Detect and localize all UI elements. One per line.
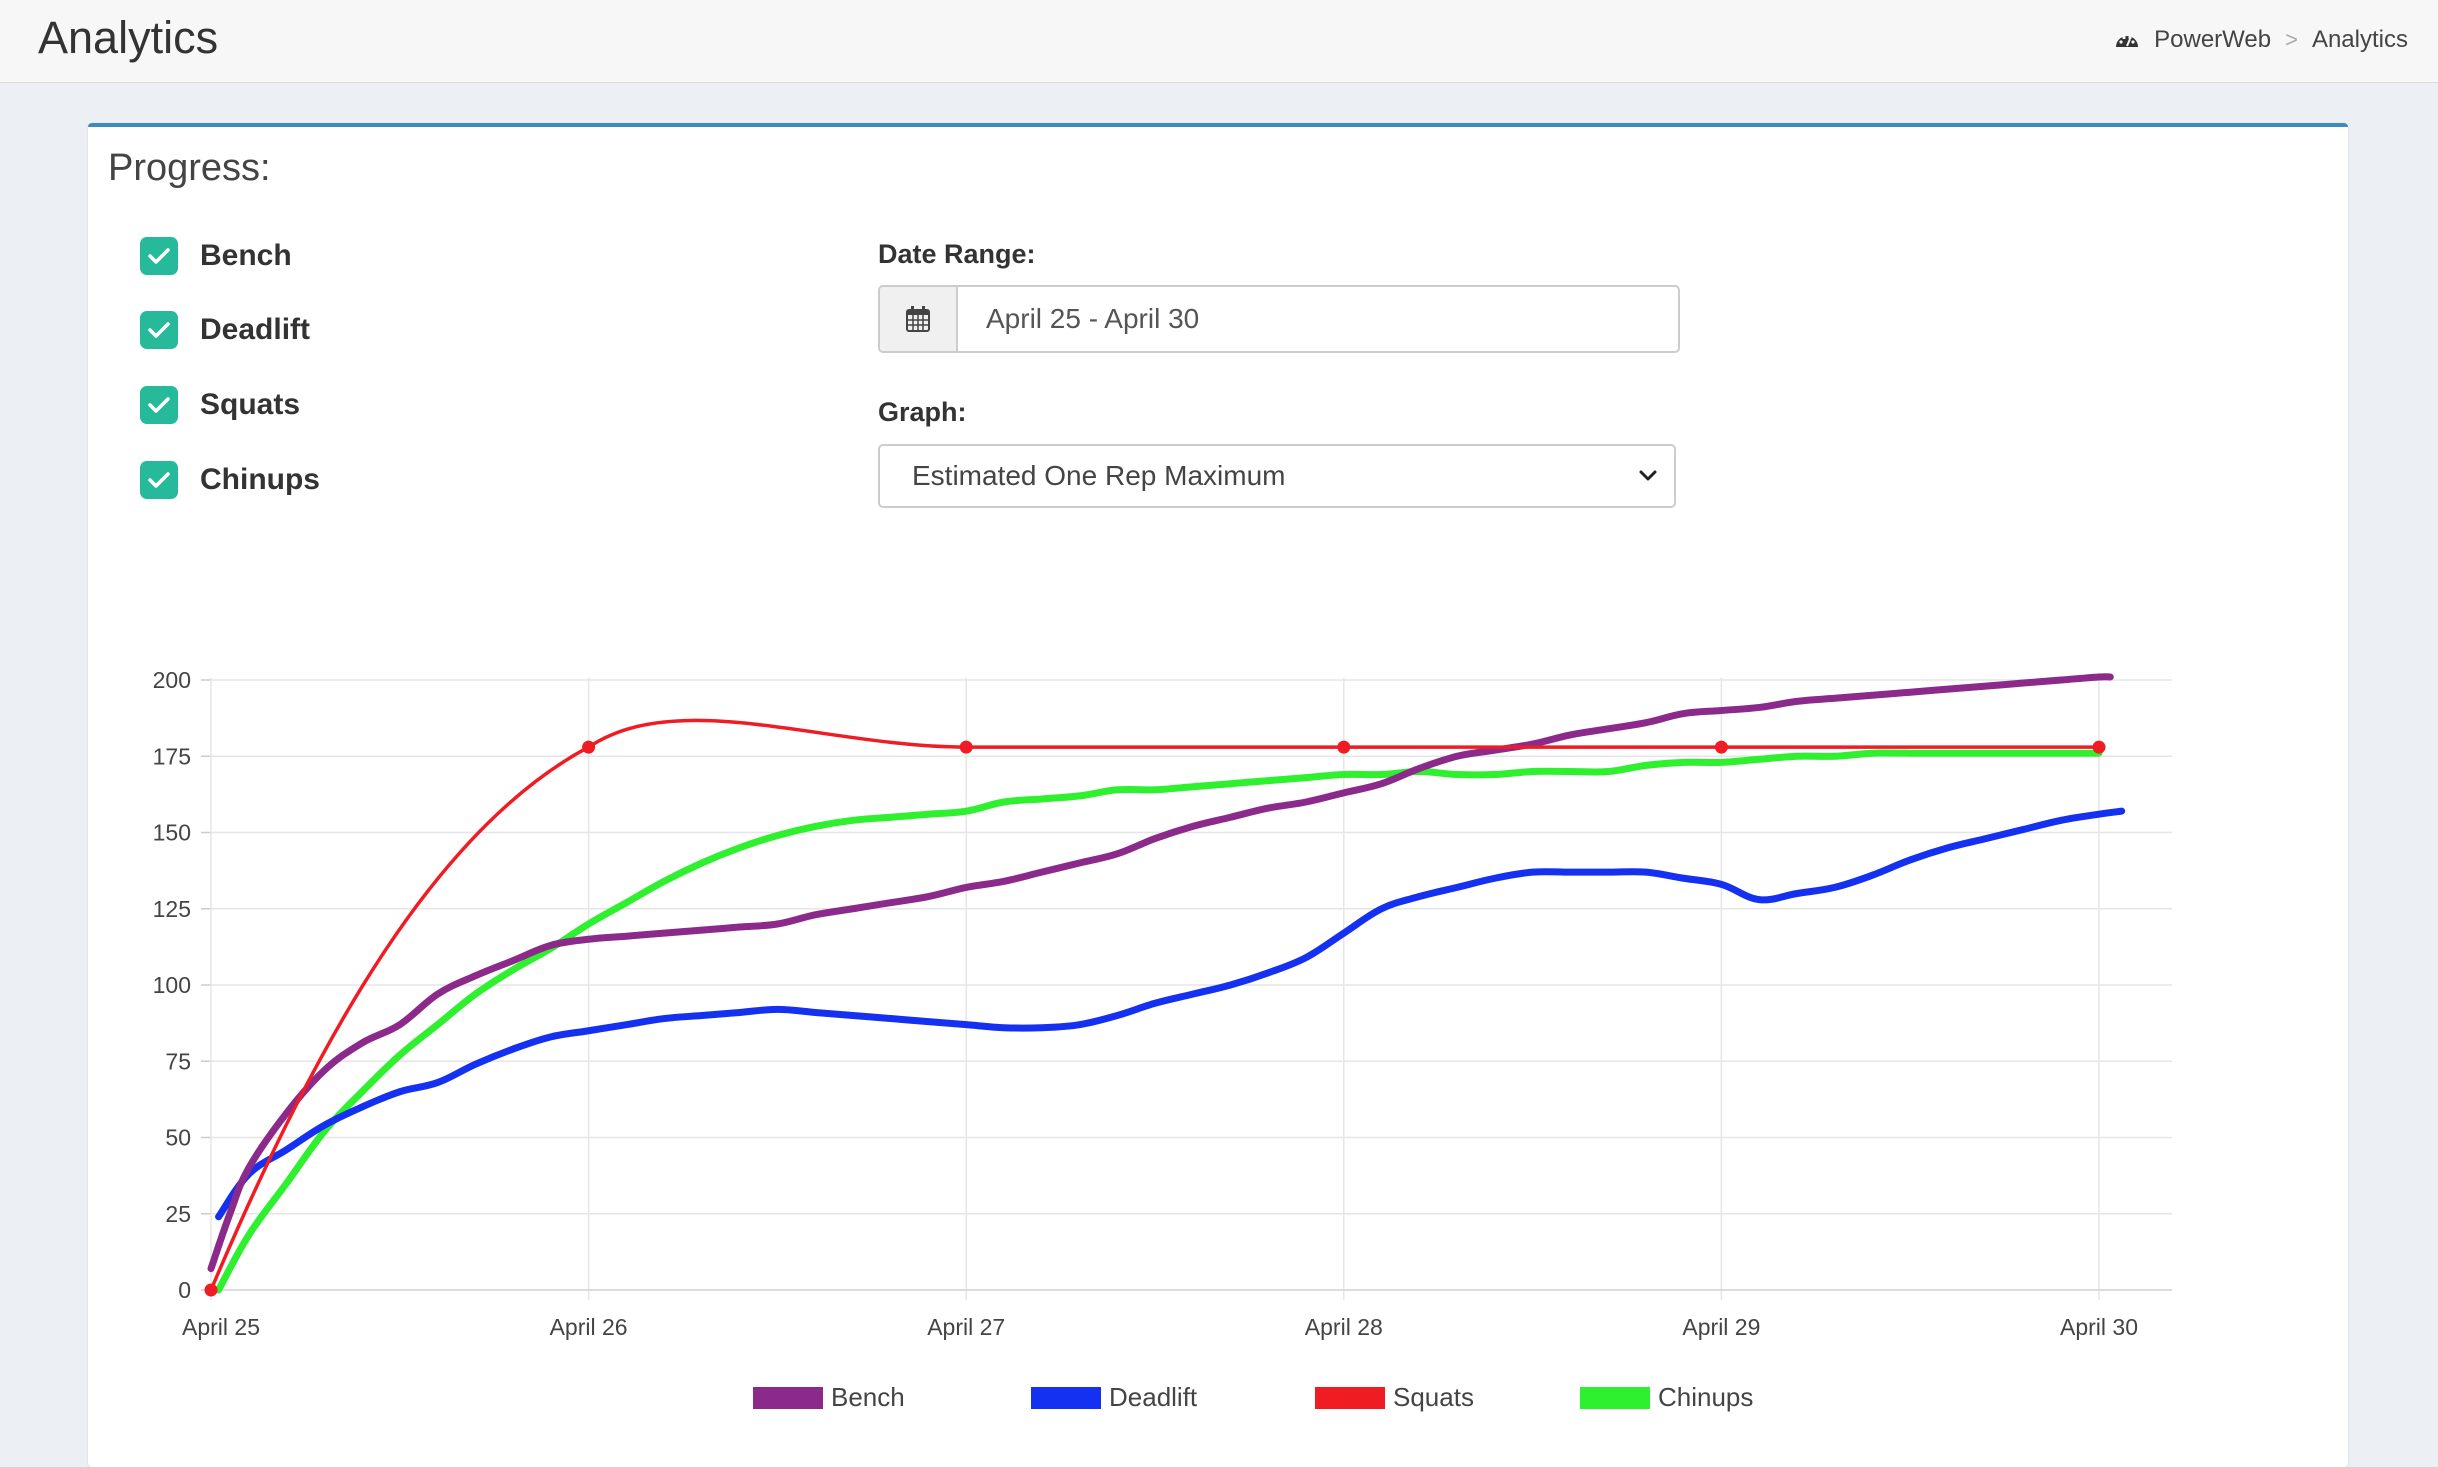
x-tick-label: April 26 <box>550 1314 628 1340</box>
checkbox-row-bench[interactable]: Bench <box>140 237 292 275</box>
breadcrumb-current: Analytics <box>2311 26 2408 53</box>
squats-data-point <box>2092 740 2106 754</box>
y-tick-label: 50 <box>165 1125 191 1151</box>
card-title: Progress: <box>108 147 271 189</box>
chinups-legend-swatch <box>1580 1387 1650 1409</box>
check-icon <box>148 248 170 264</box>
x-tick-label: April 27 <box>927 1314 1005 1340</box>
chinups-legend-label: Chinups <box>1658 1382 1753 1412</box>
checkbox-row-deadlift[interactable]: Deadlift <box>140 311 310 349</box>
squats-label: Squats <box>200 388 301 421</box>
y-tick-label: 100 <box>153 972 191 998</box>
checkbox-row-chinups[interactable]: Chinups <box>140 461 320 499</box>
squats-legend-swatch <box>1315 1387 1385 1409</box>
progress-card: Progress: Bench Deadlift Squats Chinups … <box>88 123 2348 1467</box>
check-icon <box>148 397 170 413</box>
bench-series-line <box>207 673 2114 1273</box>
deadlift-legend-swatch <box>1031 1387 1101 1409</box>
breadcrumb-home-link[interactable]: PowerWeb <box>2114 26 2271 54</box>
chinups-label: Chinups <box>200 463 320 496</box>
graph-select-value: Estimated One Rep Maximum <box>912 460 1286 491</box>
y-tick-label: 200 <box>153 667 191 693</box>
date-range-input[interactable] <box>958 287 1678 351</box>
page-title: Analytics <box>38 12 219 63</box>
graph-select[interactable]: Estimated One Rep Maximum <box>878 444 1676 508</box>
squats-data-point <box>204 1283 218 1297</box>
x-tick-label: April 28 <box>1305 1314 1383 1340</box>
date-range-picker[interactable] <box>878 285 1680 353</box>
squats-data-point <box>959 740 973 754</box>
x-tick-label: April 29 <box>1682 1314 1760 1340</box>
deadlift-label: Deadlift <box>200 313 311 346</box>
check-icon <box>148 472 170 488</box>
bench-checkbox[interactable] <box>140 237 178 275</box>
calendar-icon <box>906 306 930 332</box>
breadcrumb: PowerWeb > Analytics <box>2114 26 2408 54</box>
squats-data-point <box>1714 740 1728 754</box>
y-tick-label: 175 <box>153 743 191 769</box>
breadcrumb-home-label: PowerWeb <box>2154 26 2272 53</box>
squats-data-point <box>582 740 596 754</box>
bench-legend-swatch <box>753 1387 823 1409</box>
chinups-series-line <box>215 749 2103 1294</box>
squats-legend-label: Squats <box>1393 1382 1474 1412</box>
date-range-label: Date Range: <box>878 239 1036 269</box>
checkbox-row-squats[interactable]: Squats <box>140 386 300 424</box>
check-icon <box>148 322 170 338</box>
bench-label: Bench <box>200 239 292 272</box>
x-tick-label: April 25 <box>182 1314 260 1340</box>
breadcrumb-separator: > <box>2285 27 2298 52</box>
squats-data-point <box>1337 740 1351 754</box>
y-tick-label: 25 <box>165 1201 191 1227</box>
bench-legend-label: Bench <box>831 1382 905 1412</box>
deadlift-series-line <box>215 807 2126 1221</box>
squats-checkbox[interactable] <box>140 386 178 424</box>
x-tick-label: April 30 <box>2060 1314 2138 1340</box>
chinups-checkbox[interactable] <box>140 461 178 499</box>
dashboard-icon <box>2116 35 2139 47</box>
deadlift-legend-label: Deadlift <box>1109 1382 1198 1412</box>
y-tick-label: 75 <box>165 1048 191 1074</box>
graph-label: Graph: <box>878 397 967 427</box>
top-bar: Analytics PowerWeb > Analytics <box>0 0 2438 83</box>
y-tick-label: 0 <box>178 1277 191 1303</box>
y-tick-label: 150 <box>153 820 191 846</box>
chevron-down-icon <box>1639 470 1657 481</box>
deadlift-checkbox[interactable] <box>140 311 178 349</box>
squats-series-line <box>209 718 2099 1291</box>
y-tick-label: 125 <box>153 896 191 922</box>
date-addon[interactable] <box>880 287 958 351</box>
